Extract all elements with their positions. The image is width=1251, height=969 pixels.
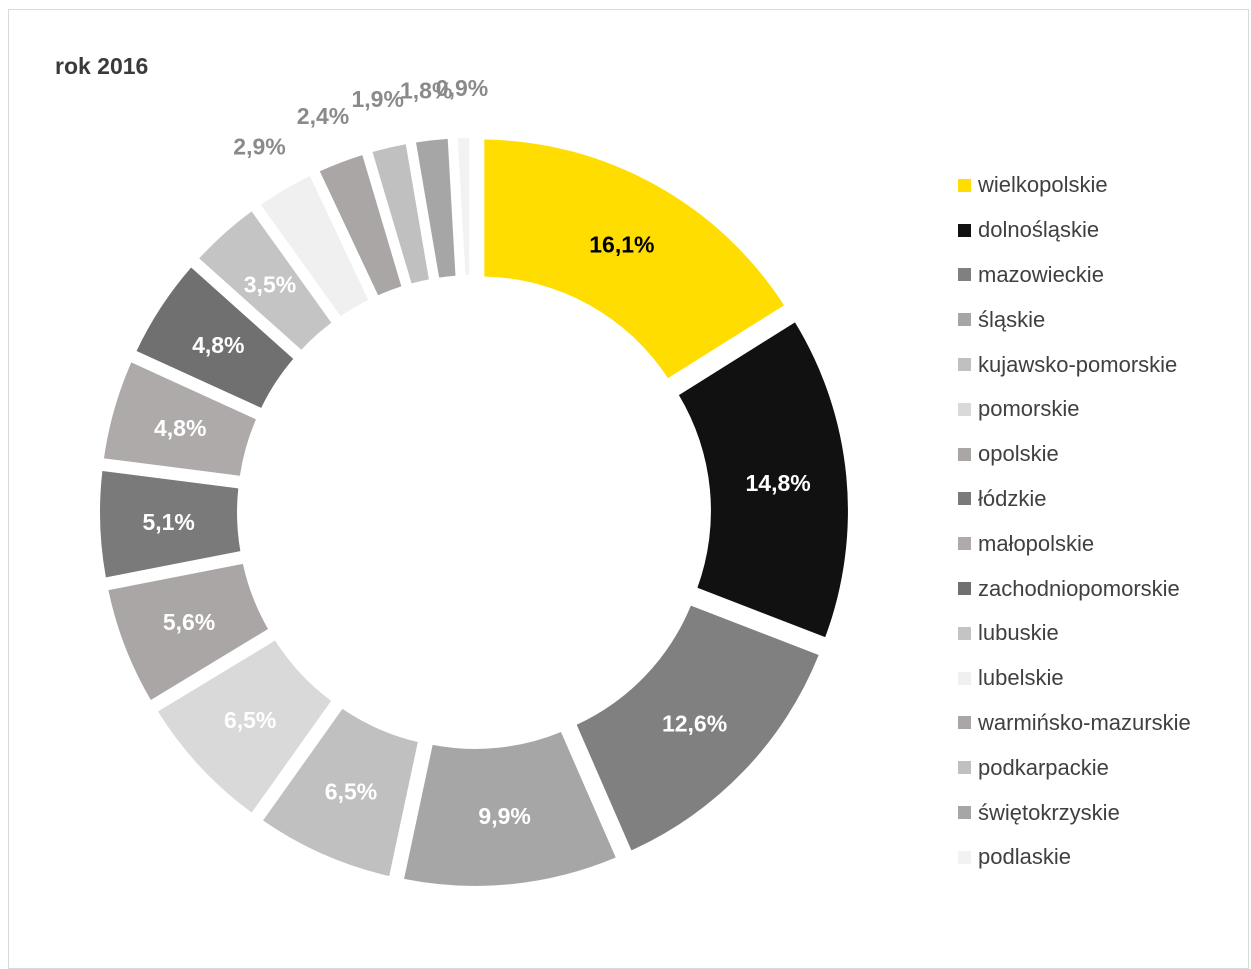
slice-kujawsko-pomorskie [263, 708, 418, 877]
chart-title: rok 2016 [55, 53, 149, 79]
legend-label: lubuskie [978, 620, 1059, 646]
legend-swatch [958, 806, 971, 820]
legend-item-śląskie: śląskie [958, 297, 1248, 342]
slice-małopolskie [103, 362, 256, 476]
legend-item-małopolskie: małopolskie [958, 521, 1248, 566]
legend-label: dolnośląskie [978, 217, 1100, 243]
legend-label: pomorskie [978, 396, 1080, 422]
legend-item-opolskie: opolskie [958, 432, 1248, 477]
legend-label: kujawsko-pomorskie [978, 351, 1178, 377]
legend-item-lubuskie: lubuskie [958, 611, 1248, 656]
slice-podkarpackie [372, 144, 429, 284]
slice-zachodniopomorskie [136, 267, 294, 408]
data-label-pomorskie: 6,5% [224, 707, 276, 733]
slice-opolskie [108, 563, 269, 700]
slice-lubuskie [199, 211, 332, 350]
slice-labels: 16,1% 14,8% 12,6% 9,9% 6,5% 6,5% 5,6% 5,1% 4,8% 4… [142, 75, 810, 829]
legend-swatch [958, 582, 971, 596]
legend-item-lubelskie: lubelskie [958, 656, 1248, 701]
slice-łódzkie [100, 470, 241, 578]
data-label-warmińsko-mazurskie: 2,4% [297, 103, 349, 129]
data-label-wielkopolskie: 16,1% [589, 232, 654, 258]
data-label-lubuskie: 3,5% [244, 272, 296, 298]
legend-label: świętokrzyskie [978, 799, 1120, 825]
legend-item-łódzkie: łódzkie [958, 477, 1248, 522]
legend-label: podkarpackie [978, 754, 1109, 780]
legend-item-mazowieckie: mazowieckie [958, 253, 1248, 298]
legend-swatch [958, 402, 971, 416]
slice-warmińsko-mazurskie [319, 155, 402, 296]
legend-label: śląskie [978, 306, 1046, 332]
legend-swatch [958, 671, 971, 685]
donut-slices [100, 138, 848, 886]
legend-label: mazowieckie [978, 261, 1104, 287]
data-label-łódzkie: 5,1% [142, 509, 194, 535]
slice-mazowieckie [576, 605, 819, 851]
legend-item-warmińsko-mazurskie: warmińsko-mazurskie [958, 701, 1248, 746]
data-label-śląskie: 9,9% [478, 803, 530, 829]
legend-item-podkarpackie: podkarpackie [958, 745, 1248, 790]
legend-item-zachodniopomorskie: zachodniopomorskie [958, 566, 1248, 611]
legend-item-pomorskie: pomorskie [958, 387, 1248, 432]
data-label-lubelskie: 2,9% [233, 133, 285, 159]
data-label-zachodniopomorskie: 4,8% [192, 332, 244, 358]
legend-swatch [958, 313, 971, 327]
legend: wielkopolskie dolnośląskie mazowieckie śląs… [958, 163, 1248, 880]
legend-swatch [958, 850, 971, 864]
slice-wielkopolskie [484, 139, 785, 379]
legend-item-dolnośląskie: dolnośląskie [958, 208, 1248, 253]
legend-swatch [958, 492, 971, 506]
data-label-małopolskie: 4,8% [154, 415, 206, 441]
legend-label: łódzkie [978, 485, 1047, 511]
legend-label: opolskie [978, 441, 1059, 467]
slice-pomorskie [157, 640, 332, 813]
legend-label: warmińsko-mazurskie [978, 709, 1191, 735]
slice-podlaskie [457, 138, 470, 276]
legend-item-kujawsko-pomorskie: kujawsko-pomorskie [958, 342, 1248, 387]
legend-item-podlaskie: podlaskie [958, 835, 1248, 880]
legend-swatch [958, 358, 971, 372]
slice-dolnośląskie [678, 322, 848, 638]
legend-swatch [958, 537, 971, 551]
legend-swatch [958, 268, 971, 282]
data-label-kujawsko-pomorskie: 6,5% [325, 779, 377, 805]
slice-śląskie [404, 731, 616, 886]
legend-label: małopolskie [978, 530, 1095, 556]
slice-świętokrzyskie [416, 138, 456, 278]
legend-label: zachodniopomorskie [978, 575, 1180, 601]
slice-lubelskie [260, 175, 369, 317]
legend-swatch [958, 223, 971, 237]
legend-swatch [958, 178, 971, 192]
legend-swatch [958, 761, 971, 775]
data-label-dolnośląskie: 14,8% [745, 470, 810, 496]
legend-swatch [958, 626, 971, 640]
data-label-świętokrzyskie: 1,8% [400, 78, 452, 104]
data-label-podkarpackie: 1,9% [351, 86, 403, 112]
legend-swatch [958, 447, 971, 461]
legend-item-wielkopolskie: wielkopolskie [958, 163, 1248, 208]
data-label-mazowieckie: 12,6% [662, 710, 727, 736]
legend-item-świętokrzyskie: świętokrzyskie [958, 790, 1248, 835]
data-label-podlaskie: 0,9% [436, 75, 488, 101]
legend-swatch [958, 716, 971, 730]
legend-label: lubelskie [978, 665, 1064, 691]
data-label-opolskie: 5,6% [163, 609, 215, 635]
legend-label: podlaskie [978, 844, 1071, 870]
legend-label: wielkopolskie [978, 172, 1108, 198]
